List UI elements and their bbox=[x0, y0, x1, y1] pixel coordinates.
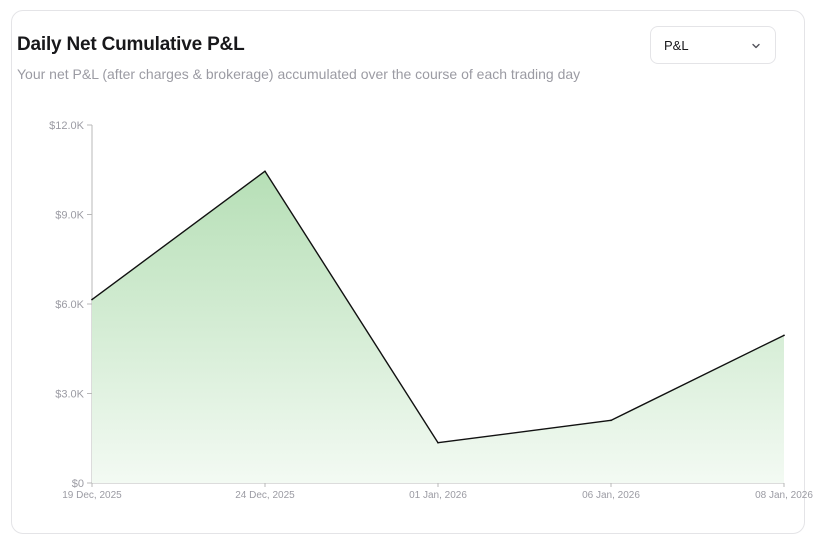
y-tick-label: $12.0K bbox=[49, 120, 85, 132]
metric-select-value: P&L bbox=[664, 38, 689, 53]
x-tick-label: 19 Dec, 2025 bbox=[62, 490, 122, 501]
data-point bbox=[264, 170, 266, 173]
y-tick-label: $3.0K bbox=[55, 389, 84, 401]
x-tick-label: 24 Dec, 2025 bbox=[235, 490, 295, 501]
chart-subtitle: Your net P&L (after charges & brokerage)… bbox=[17, 66, 581, 82]
series-line-segment bbox=[437, 419, 612, 444]
data-point bbox=[610, 419, 612, 422]
series-line-segment bbox=[610, 334, 785, 422]
plot-area bbox=[91, 170, 785, 483]
y-axis: $0 $3.0K $6.0K $9.0K $12.0K bbox=[49, 120, 93, 490]
data-point bbox=[783, 334, 785, 337]
x-axis: 19 Dec, 2025 24 Dec, 2025 01 Jan, 2026 06 J… bbox=[62, 482, 813, 501]
series-line-segment bbox=[91, 170, 266, 301]
chevron-down-icon bbox=[752, 43, 760, 49]
y-tick-label: $0 bbox=[72, 478, 84, 490]
series-area bbox=[92, 171, 784, 483]
data-point bbox=[437, 441, 439, 444]
x-tick-label: 08 Jan, 2026 bbox=[755, 490, 813, 501]
data-point bbox=[91, 298, 93, 301]
chart-title: Daily Net Cumulative P&L bbox=[17, 34, 245, 55]
x-tick-label: 06 Jan, 2026 bbox=[582, 490, 640, 501]
series-line-segment bbox=[264, 170, 439, 444]
y-tick-label: $9.0K bbox=[55, 210, 84, 222]
metric-select[interactable]: P&L bbox=[650, 26, 776, 64]
x-tick-label: 01 Jan, 2026 bbox=[409, 490, 467, 501]
y-tick-label: $6.0K bbox=[55, 299, 84, 311]
